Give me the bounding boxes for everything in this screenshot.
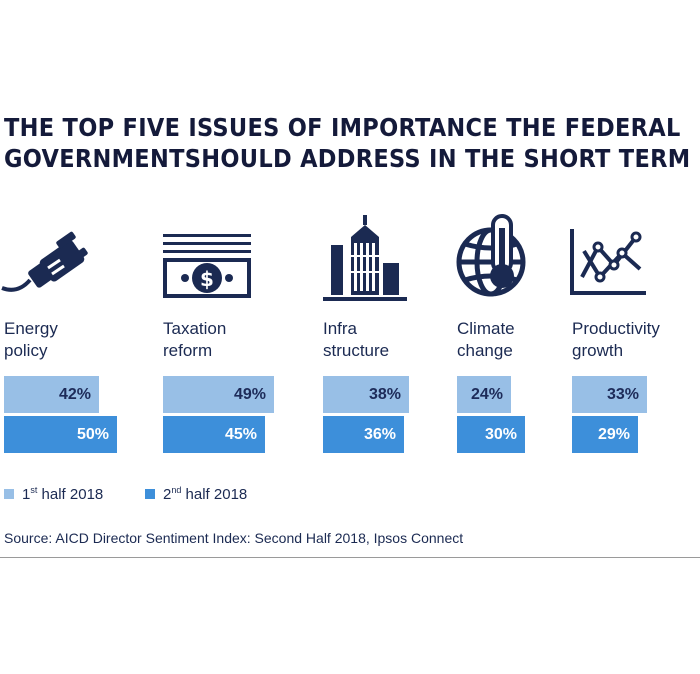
svg-text:$: $ (200, 267, 214, 291)
buildings-icon (323, 215, 407, 301)
bar-climate-change-second-half (457, 416, 525, 453)
source-note: Source: AICD Director Sentiment Index: S… (4, 530, 464, 546)
data-label-climate-change-second-half: 30% (484, 426, 517, 443)
bar-energy-policy-first-half (4, 376, 99, 413)
banknote-icon: $ (163, 234, 251, 298)
legend-label-second-half: 2nd half 2018 (163, 485, 248, 503)
legend-swatch-first-half (4, 489, 14, 499)
plug-icon (1, 231, 88, 292)
category-label-climate-change: Climate change (457, 319, 515, 360)
divider (0, 557, 700, 558)
bar-taxation-reform-second-half (163, 416, 265, 453)
chart-title-line-2: GOVERNMENTSHOULD ADDRESS IN THE SHORT TE… (4, 144, 691, 173)
legend-item-second-half: 2nd half 2018 (145, 485, 247, 503)
bar-infra-structure-first-half (323, 376, 409, 413)
bar-productivity-growth-second-half (572, 416, 638, 453)
data-label-infra-structure-second-half: 36% (363, 426, 396, 443)
category-label-energy-policy: Energy policy (4, 319, 58, 360)
line-graph-icon (570, 229, 646, 295)
bar-infra-structure-second-half (323, 416, 404, 453)
globe-thermometer-icon (456, 214, 526, 297)
data-label-productivity-growth-first-half: 33% (606, 386, 639, 403)
legend-label-first-half: 1st half 2018 (22, 485, 104, 503)
bar-productivity-growth-first-half (572, 376, 647, 413)
chart-title: THE TOP FIVE ISSUES OF IMPORTANCE THE FE… (4, 112, 694, 174)
data-label-taxation-reform-first-half: 49% (233, 386, 266, 403)
data-label-energy-policy-second-half: 50% (76, 426, 109, 443)
bar-climate-change-first-half (457, 376, 511, 413)
chart-title-line-1: THE TOP FIVE ISSUES OF IMPORTANCE THE FE… (4, 113, 681, 142)
legend-item-first-half: 1st half 2018 (4, 485, 103, 503)
data-label-taxation-reform-second-half: 45% (224, 426, 257, 443)
data-label-infra-structure-first-half: 38% (368, 386, 401, 403)
data-label-productivity-growth-second-half: 29% (597, 426, 630, 443)
legend-swatch-second-half (145, 489, 155, 499)
data-label-climate-change-first-half: 24% (470, 386, 503, 403)
category-label-infra-structure: Infra structure (323, 319, 390, 360)
category-label-taxation-reform: Taxation reform (163, 319, 227, 360)
category-label-productivity-growth: Productivity growth (572, 319, 660, 360)
bar-taxation-reform-first-half (163, 376, 274, 413)
data-label-energy-policy-first-half: 42% (58, 386, 91, 403)
bar-energy-policy-second-half (4, 416, 117, 453)
